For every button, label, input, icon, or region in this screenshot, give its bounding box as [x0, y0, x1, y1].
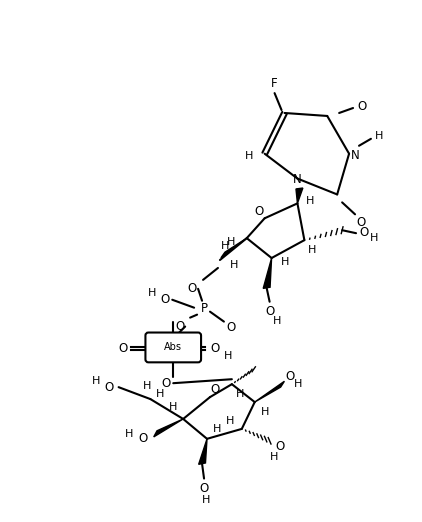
- Text: O: O: [210, 383, 219, 396]
- Text: O: O: [187, 282, 197, 295]
- Text: O: O: [265, 305, 274, 318]
- Text: H: H: [92, 376, 100, 386]
- Text: O: O: [275, 440, 284, 453]
- Text: F: F: [271, 77, 278, 90]
- Polygon shape: [199, 439, 207, 465]
- Text: O: O: [226, 321, 235, 334]
- Text: P: P: [200, 302, 208, 315]
- Text: H: H: [148, 288, 157, 298]
- Text: O: O: [254, 205, 263, 218]
- Text: O: O: [161, 293, 170, 306]
- Text: O: O: [176, 320, 185, 333]
- Text: O: O: [357, 100, 367, 113]
- Text: H: H: [143, 381, 151, 391]
- Text: H: H: [156, 389, 165, 399]
- Text: H: H: [375, 131, 383, 141]
- Text: O: O: [104, 381, 113, 394]
- Text: H: H: [308, 245, 316, 255]
- Polygon shape: [255, 381, 284, 402]
- Text: H: H: [169, 402, 177, 412]
- Text: H: H: [213, 424, 221, 434]
- Text: H: H: [281, 257, 289, 267]
- Text: N: N: [293, 173, 302, 186]
- Text: H: H: [294, 379, 303, 389]
- Text: H: H: [260, 407, 269, 417]
- Text: H: H: [230, 260, 238, 270]
- Text: O: O: [210, 342, 219, 355]
- Text: O: O: [286, 370, 295, 383]
- Text: O: O: [162, 377, 171, 390]
- Text: H: H: [125, 429, 134, 439]
- Text: H: H: [306, 196, 314, 206]
- Text: H: H: [269, 452, 278, 461]
- Text: O: O: [360, 226, 368, 239]
- Text: H: H: [370, 233, 378, 243]
- Text: N: N: [351, 149, 360, 162]
- Polygon shape: [221, 238, 247, 258]
- Text: Abs: Abs: [164, 342, 182, 352]
- Text: H: H: [224, 351, 232, 361]
- Text: O: O: [200, 482, 208, 495]
- Text: H: H: [227, 237, 235, 247]
- FancyBboxPatch shape: [146, 333, 201, 362]
- Text: H: H: [273, 316, 282, 326]
- Text: H: H: [202, 495, 210, 505]
- Polygon shape: [263, 258, 272, 288]
- Text: O: O: [118, 342, 127, 355]
- Polygon shape: [296, 188, 303, 204]
- Polygon shape: [154, 419, 183, 437]
- Text: H: H: [221, 241, 229, 251]
- Text: O: O: [357, 216, 365, 229]
- Text: H: H: [245, 151, 253, 161]
- Text: H: H: [235, 389, 244, 399]
- Text: H: H: [226, 416, 234, 426]
- Text: O: O: [139, 432, 148, 445]
